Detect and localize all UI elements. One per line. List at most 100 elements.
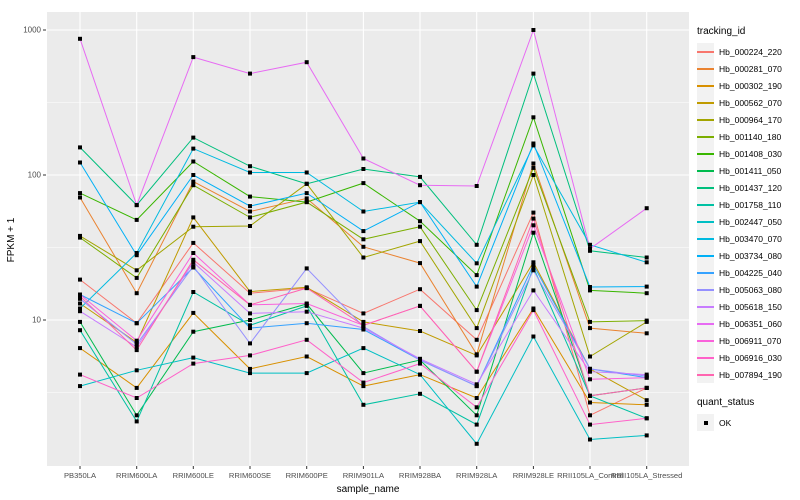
data-point (644, 291, 649, 296)
data-point (304, 191, 309, 196)
legend-key-swatch (697, 60, 714, 77)
data-point (134, 348, 139, 353)
x-tick-label: RRIM600LE (173, 471, 214, 480)
legend-item-label: Hb_003734_080 (719, 250, 782, 261)
legend-key-swatch (697, 128, 714, 145)
quant-ok-key-swatch (697, 414, 714, 431)
data-point (134, 217, 139, 222)
legend-key-swatch (697, 366, 714, 383)
data-point (248, 170, 252, 175)
x-tick-label: RRIM928BA (399, 471, 442, 480)
data-point (134, 203, 139, 208)
data-point (361, 402, 366, 407)
data-point (134, 413, 139, 418)
legend-item-Hb_003734_080: Hb_003734_080 (697, 247, 797, 264)
data-point (588, 242, 592, 247)
data-point (191, 329, 196, 334)
data-point (191, 240, 196, 245)
legend-gap (697, 383, 797, 397)
data-point (248, 224, 252, 228)
data-point (361, 237, 366, 242)
data-point (531, 223, 536, 228)
data-point (361, 167, 366, 171)
data-point (474, 441, 479, 446)
data-point (134, 419, 139, 424)
legend-key-swatch (697, 145, 714, 162)
data-point (78, 306, 82, 311)
data-point (531, 260, 536, 265)
legend-key-swatch (697, 162, 714, 179)
data-point (304, 266, 309, 271)
data-point (531, 173, 536, 177)
data-point (248, 341, 252, 346)
data-point (588, 400, 592, 405)
legend-item-Hb_000964_170: Hb_000964_170 (697, 111, 797, 128)
data-point (418, 261, 422, 266)
tracking-id-legend-items: Hb_000224_220 Hb_000281_070 Hb_000302_190 H… (697, 43, 797, 383)
data-point (588, 354, 592, 359)
data-point (304, 321, 309, 326)
data-point (474, 184, 479, 188)
data-point (644, 402, 649, 407)
data-point (531, 165, 536, 170)
data-point (418, 391, 422, 396)
legend-item-label: Hb_001140_180 (719, 131, 782, 142)
data-point (531, 308, 536, 313)
data-point (361, 326, 366, 331)
series-color-line-icon (697, 254, 714, 257)
legend-item-Hb_004225_040: Hb_004225_040 (697, 264, 797, 281)
data-point (191, 146, 196, 151)
legend-key-swatch (697, 213, 714, 230)
data-point (304, 354, 309, 359)
legend-item-label: OK (719, 417, 732, 428)
data-point (304, 60, 309, 65)
data-point (531, 288, 536, 293)
data-point (644, 331, 649, 336)
legend-item-label: Hb_005618_150 (719, 301, 782, 312)
data-point (134, 385, 139, 390)
legend-key-swatch (697, 315, 714, 332)
x-tick-label: RRIM928LE (513, 471, 554, 480)
legend-key-swatch (697, 77, 714, 94)
data-point (78, 328, 82, 333)
data-point (134, 291, 139, 296)
data-point (191, 264, 196, 269)
series-color-line-icon (697, 237, 714, 240)
data-point (248, 326, 252, 331)
data-point (248, 371, 252, 376)
data-point (474, 337, 479, 342)
data-point (474, 369, 479, 374)
data-point (644, 385, 649, 390)
legend-item-Hb_001758_110: Hb_001758_110 (697, 196, 797, 213)
legend-item-Hb_005063_080: Hb_005063_080 (697, 281, 797, 298)
data-point (191, 55, 196, 60)
legend-item-label: Hb_003470_070 (719, 233, 782, 244)
x-axis-title: sample_name (337, 484, 400, 495)
black-square-point-icon (703, 420, 708, 425)
data-point (474, 308, 479, 313)
data-point (248, 289, 252, 294)
series-color-line-icon (697, 135, 714, 138)
data-point (644, 398, 649, 403)
legend-key-swatch (697, 298, 714, 315)
data-point (361, 380, 366, 385)
data-point (78, 296, 82, 301)
data-point (361, 181, 366, 186)
data-point (361, 156, 366, 161)
legend-key-swatch (697, 94, 714, 111)
legend-key-swatch (697, 247, 714, 264)
data-point (361, 311, 366, 316)
legend-item-label: Hb_001408_030 (719, 148, 782, 159)
data-point (78, 191, 82, 196)
data-point (248, 204, 252, 209)
data-point (474, 396, 479, 400)
legend-item-label: Hb_001411_050 (719, 165, 782, 176)
data-point (361, 244, 366, 249)
legend-item-Hb_002447_050: Hb_002447_050 (697, 213, 797, 230)
data-point (531, 141, 536, 146)
data-point (531, 334, 536, 339)
legend-item-Hb_006916_030: Hb_006916_030 (697, 349, 797, 366)
data-point (644, 318, 649, 323)
data-point (361, 319, 366, 324)
data-point (588, 319, 592, 324)
